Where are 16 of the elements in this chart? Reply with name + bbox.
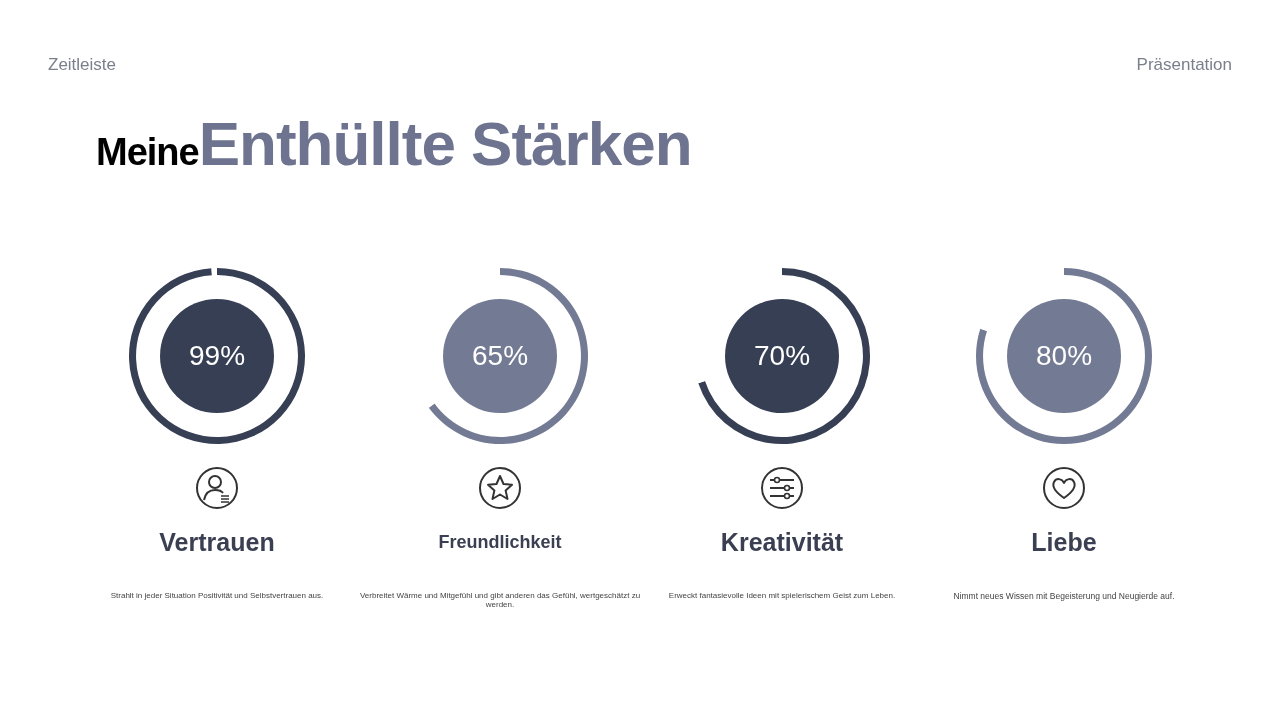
text: Präsentation — [1136, 55, 1232, 75]
text: Freundlichkeit — [437, 531, 563, 553]
data-label: 80% — [1035, 339, 1093, 371]
text: Vertrauen — [158, 528, 276, 557]
text: Verbreitet Wärme und Mitgefühl und gibt anderen das Gefühl, wertgeschätzt zu werden. — [358, 591, 642, 609]
data-label: 65% — [471, 339, 529, 371]
text: Erweckt fantasievolle Ideen mit spielerischem Geist zum Leben. — [668, 591, 896, 600]
text: Nimmt neues Wissen mit Begeisterung und Neugierde auf. — [952, 591, 1176, 601]
text: Enthüllte Stärken — [198, 109, 692, 178]
text: Meine — [96, 131, 199, 173]
text: Zeitleiste — [48, 55, 117, 75]
data-label: 99% — [188, 339, 246, 371]
text: Strahlt in jeder Situation Positivität und Selbstvertrauen aus. — [110, 591, 324, 600]
text: Kreativität — [719, 528, 845, 557]
data-label: 70% — [753, 339, 811, 371]
text: Liebe — [1030, 528, 1098, 557]
